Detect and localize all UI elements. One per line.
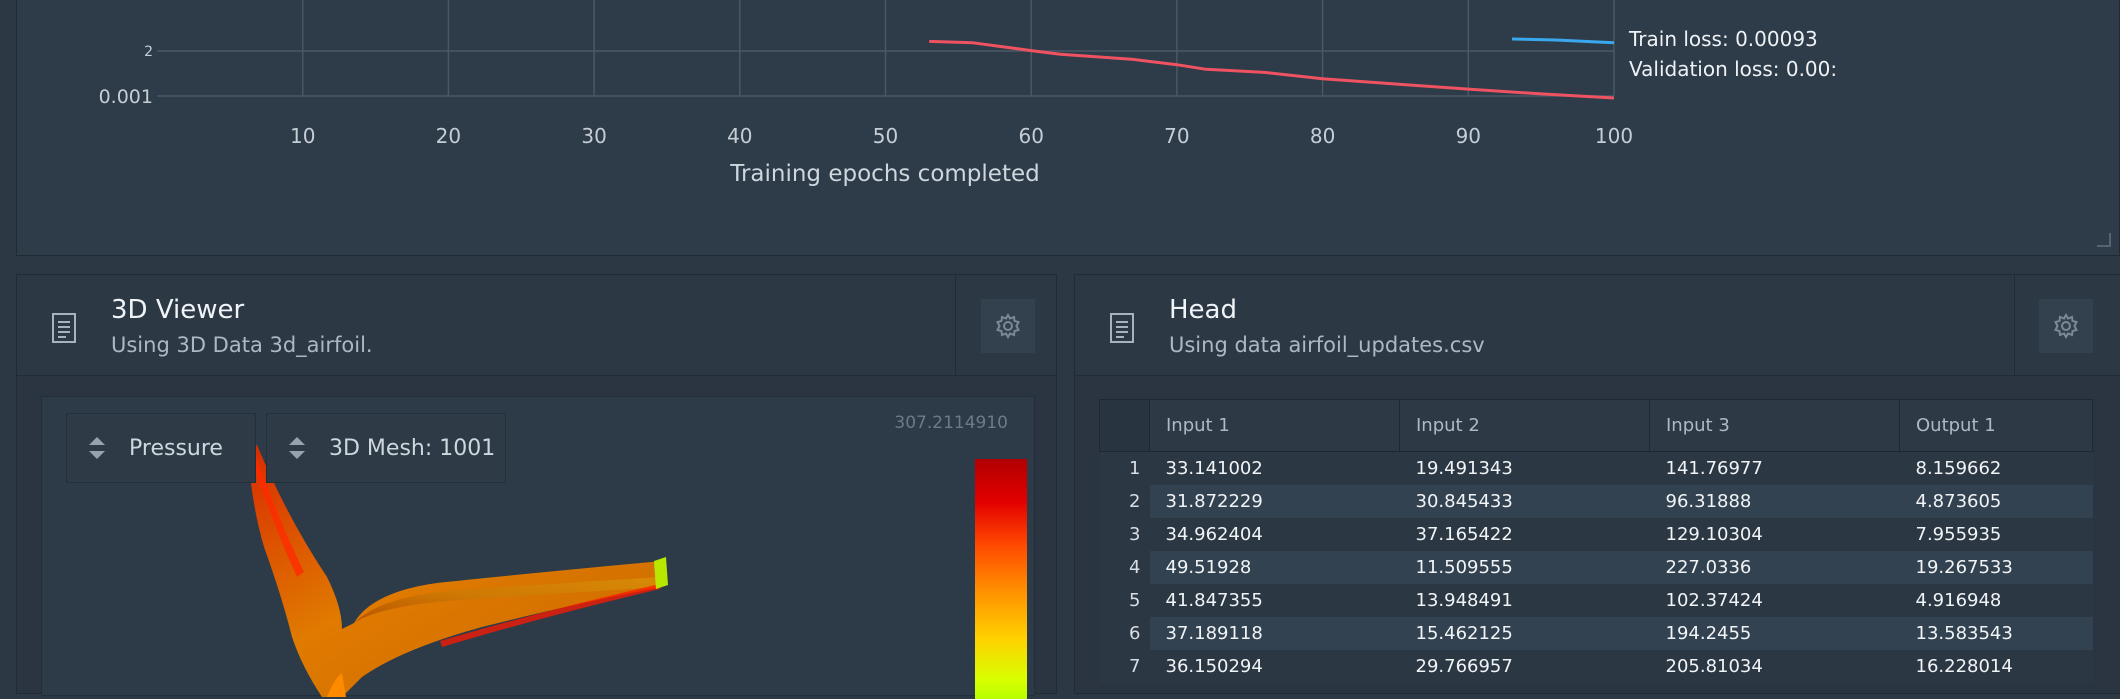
x-tick-label: 10 — [290, 124, 315, 148]
table-row[interactable]: 5 41.847355 13.948491 102.37424 4.916948 — [1099, 583, 2093, 617]
x-tick-label: 30 — [581, 124, 606, 148]
column-header[interactable]: Input 1 — [1149, 399, 1400, 452]
header-divider — [2014, 275, 2015, 375]
table-cell: 16.228014 — [1899, 649, 2093, 683]
row-index: 1 — [1099, 451, 1150, 485]
mesh-selector-label: 3D Mesh: 1001 — [329, 435, 496, 461]
document-icon — [52, 313, 76, 343]
table-body: 1 33.141002 19.491343 141.76977 8.159662 2 31.… — [1099, 451, 2093, 683]
x-tick-label: 40 — [727, 124, 752, 148]
table-cell: 29.766957 — [1399, 649, 1650, 683]
table-cell: 11.509555 — [1399, 550, 1650, 584]
series-line-0 — [929, 39, 1615, 100]
table-cell: 194.2455 — [1649, 616, 1900, 650]
data-table-container[interactable]: Input 1 Input 2 Input 3 Output 1 1 33.141… — [1099, 399, 2099, 683]
row-index: 4 — [1099, 550, 1150, 584]
field-selector[interactable]: Pressure — [66, 413, 256, 483]
column-header[interactable]: Output 1 — [1899, 399, 2093, 452]
3d-viewport[interactable]: Pressure 3D Mesh: 1001 307.2114910 — [41, 396, 1035, 699]
table-cell: 19.267533 — [1899, 550, 2093, 584]
colorbar — [975, 459, 1027, 699]
row-index: 7 — [1099, 649, 1150, 683]
x-tick-label: 20 — [436, 124, 461, 148]
table-cell: 8.159662 — [1899, 451, 2093, 485]
x-tick-label: 70 — [1164, 124, 1189, 148]
table-cell: 227.0336 — [1649, 550, 1900, 584]
table-row[interactable]: 7 36.150294 29.766957 205.81034 16.228014 — [1099, 649, 2093, 683]
series-line-1 — [1511, 37, 1615, 45]
index-header — [1099, 399, 1150, 452]
table-cell: 102.37424 — [1649, 583, 1900, 617]
x-axis-label: Training epochs completed — [729, 161, 1039, 187]
viewer-card-header: 3D Viewer Using 3D Data 3d_airfoil. — [17, 275, 1056, 376]
table-cell: 13.583543 — [1899, 616, 2093, 650]
table-cell: 205.81034 — [1649, 649, 1900, 683]
gear-icon — [996, 312, 1020, 340]
row-index: 2 — [1099, 484, 1150, 518]
x-tick-label: 80 — [1310, 124, 1335, 148]
head-title: Head — [1169, 295, 1237, 325]
row-index: 6 — [1099, 616, 1150, 650]
head-card: Head Using data airfoil_updates.csv Inpu… — [1074, 274, 2120, 694]
mesh-selector[interactable]: 3D Mesh: 1001 — [266, 413, 506, 483]
table-cell: 13.948491 — [1399, 583, 1650, 617]
row-index: 3 — [1099, 517, 1150, 551]
table-cell: 33.141002 — [1149, 451, 1400, 485]
table-cell: 7.955935 — [1899, 517, 2093, 551]
y-tick-label: 0.001 — [99, 86, 153, 108]
viewer-subtitle: Using 3D Data 3d_airfoil. — [111, 333, 373, 357]
training-chart-panel: 10 20 30 40 50 60 70 80 90 100 2 0.001 Training epoc… — [16, 0, 2120, 256]
table-cell: 37.165422 — [1399, 517, 1650, 551]
header-divider — [955, 275, 956, 375]
field-selector-label: Pressure — [129, 435, 223, 461]
legend-validation-loss: Validation loss: 0.00: — [1629, 57, 1838, 81]
table-cell: 19.491343 — [1399, 451, 1650, 485]
column-header[interactable]: Input 3 — [1649, 399, 1900, 452]
x-tick-label: 90 — [1456, 124, 1481, 148]
table-row[interactable]: 1 33.141002 19.491343 141.76977 8.159662 — [1099, 451, 2093, 485]
colorbar-max-value: 307.2114910 — [894, 413, 1008, 433]
x-tick-label: 50 — [873, 124, 898, 148]
table-cell: 36.150294 — [1149, 649, 1400, 683]
viewer-title: 3D Viewer — [111, 295, 245, 325]
x-tick-label: 60 — [1018, 124, 1043, 148]
table-row[interactable]: 6 37.189118 15.462125 194.2455 13.583543 — [1099, 616, 2093, 650]
data-table: Input 1 Input 2 Input 3 Output 1 1 33.141… — [1099, 399, 2093, 683]
table-cell: 31.872229 — [1149, 484, 1400, 518]
table-cell: 49.51928 — [1149, 550, 1400, 584]
table-header-row: Input 1 Input 2 Input 3 Output 1 — [1099, 399, 2093, 452]
head-subtitle: Using data airfoil_updates.csv — [1169, 333, 1485, 357]
sort-arrows-icon — [289, 437, 305, 459]
table-row[interactable]: 4 49.51928 11.509555 227.0336 19.267533 — [1099, 550, 2093, 584]
document-icon — [1110, 313, 1134, 343]
table-cell: 141.76977 — [1649, 451, 1900, 485]
table-row[interactable]: 2 31.872229 30.845433 96.31888 4.873605 — [1099, 484, 2093, 518]
gear-icon — [2054, 312, 2078, 340]
viewer-settings-button[interactable] — [981, 299, 1035, 353]
table-cell: 34.962404 — [1149, 517, 1400, 551]
resize-handle-icon[interactable] — [2097, 233, 2111, 247]
viewer-card: 3D Viewer Using 3D Data 3d_airfoil. — [16, 274, 1057, 699]
sort-arrows-icon — [89, 437, 105, 459]
column-header[interactable]: Input 2 — [1399, 399, 1650, 452]
table-cell: 41.847355 — [1149, 583, 1400, 617]
table-cell: 30.845433 — [1399, 484, 1650, 518]
row-index: 5 — [1099, 583, 1150, 617]
head-settings-button[interactable] — [2039, 299, 2093, 353]
legend-train-loss: Train loss: 0.00093 — [1629, 27, 1818, 51]
table-row[interactable]: 3 34.962404 37.165422 129.10304 7.955935 — [1099, 517, 2093, 551]
table-cell: 4.916948 — [1899, 583, 2093, 617]
table-cell: 96.31888 — [1649, 484, 1900, 518]
head-card-header: Head Using data airfoil_updates.csv — [1075, 275, 2120, 376]
training-loss-chart: 10 20 30 40 50 60 70 80 90 100 2 0.001 Training epoc… — [99, 0, 1633, 187]
x-tick-label: 100 — [1595, 124, 1633, 148]
table-cell: 4.873605 — [1899, 484, 2093, 518]
table-cell: 15.462125 — [1399, 616, 1650, 650]
table-cell: 37.189118 — [1149, 616, 1400, 650]
table-cell: 129.10304 — [1649, 517, 1900, 551]
y-tick-label: 2 — [144, 44, 153, 60]
